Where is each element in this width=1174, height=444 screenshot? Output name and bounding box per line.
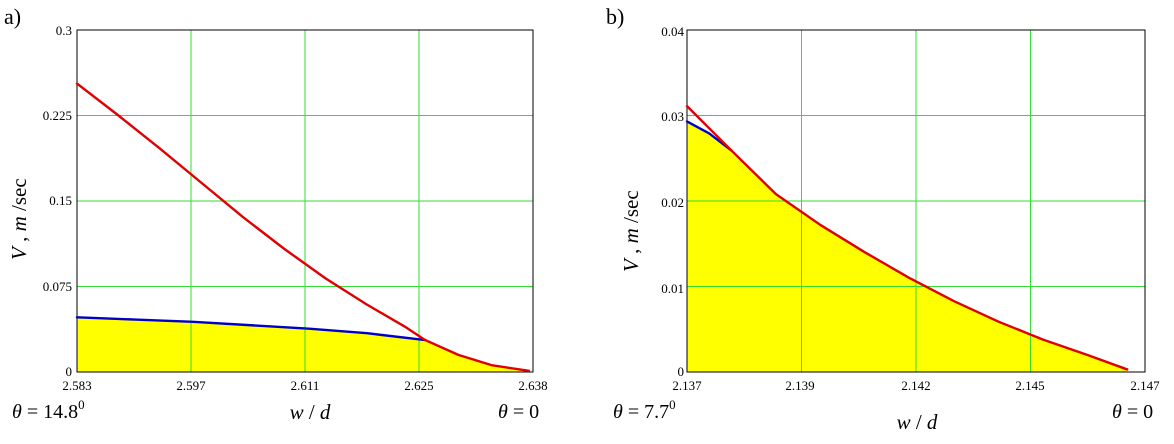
y-tick-label: 0.15 xyxy=(49,193,72,208)
panel-b: b) 0 0.01 0.02 0.03 0.04 2.137 2.139 2.1… xyxy=(606,4,1160,434)
theta-degree: 0 xyxy=(78,397,85,412)
theta-symbol: θ xyxy=(613,401,623,423)
theta-value: = 0 xyxy=(1122,401,1153,423)
x-tick-label: 2.139 xyxy=(785,378,814,393)
y-tick-labels-b: 0 0.01 0.02 0.03 0.04 xyxy=(661,24,684,379)
series-line-blue xyxy=(685,120,733,152)
theta-right-annotation-a: θ = 0 xyxy=(498,401,539,423)
panel-a: a) 0 0.075 0.15 0.225 0.3 2.583 2.597 2.… xyxy=(4,4,548,424)
theta-left-annotation-b: θ = 7.70 xyxy=(613,397,676,423)
plot-area-b xyxy=(685,29,1146,373)
x-label-sep: / xyxy=(304,400,320,424)
y-tick-label: 0 xyxy=(678,364,685,379)
y-tick-label: 0 xyxy=(66,364,73,379)
theta-symbol: θ xyxy=(498,401,508,423)
theta-symbol: θ xyxy=(1112,401,1122,423)
y-tick-label: 0.04 xyxy=(661,24,684,39)
theta-right-annotation-b: θ = 0 xyxy=(1112,401,1153,423)
x-tick-label: 2.625 xyxy=(404,378,433,393)
x-tick-label: 2.583 xyxy=(62,378,91,393)
series-line-red xyxy=(75,82,531,373)
x-tick-label: 2.142 xyxy=(901,378,930,393)
x-tick-label: 2.147 xyxy=(1130,378,1160,393)
x-tick-label: 2.638 xyxy=(518,378,547,393)
y-tick-label: 0.01 xyxy=(661,281,684,296)
series-line-red xyxy=(685,104,1129,371)
y-label-sep: , xyxy=(619,243,643,259)
y-label-unit: /sec xyxy=(7,178,31,216)
x-label-sep: / xyxy=(911,410,927,434)
y-tick-label: 0.03 xyxy=(661,109,684,124)
y-tick-label: 0.225 xyxy=(43,108,72,123)
x-tick-labels-b: 2.137 2.139 2.142 2.145 2.147 xyxy=(672,378,1160,393)
y-tick-label: 0.02 xyxy=(661,195,684,210)
x-label-var: w xyxy=(290,400,304,424)
theta-value: = 7.7 xyxy=(623,401,669,423)
y-label-var: V xyxy=(7,245,31,260)
plot-frame xyxy=(76,29,534,373)
x-label-var2: d xyxy=(320,400,331,424)
series-line-blue xyxy=(75,316,427,342)
y-tick-label: 0.3 xyxy=(56,23,72,38)
panel-label-b: b) xyxy=(606,4,624,29)
y-label-unit-var: m xyxy=(619,228,643,243)
plot-area-a xyxy=(75,29,534,373)
y-label-sep: , xyxy=(7,231,31,247)
x-label-var2: d xyxy=(927,410,938,434)
theta-left-annotation-a: θ = 14.80 xyxy=(12,397,85,423)
y-tick-labels-a: 0 0.075 0.15 0.225 0.3 xyxy=(43,23,72,379)
y-label-unit: /sec xyxy=(619,190,643,228)
panel-label-a: a) xyxy=(4,4,21,29)
theta-value: = 0 xyxy=(508,401,539,423)
theta-degree: 0 xyxy=(669,397,676,412)
filled-region xyxy=(77,317,529,372)
y-tick-label: 0.075 xyxy=(43,279,72,294)
y-label-unit-var: m xyxy=(7,216,31,231)
plot-frame xyxy=(686,29,1146,373)
theta-value: = 14.8 xyxy=(22,401,78,423)
x-label-var: w xyxy=(897,410,911,434)
y-axis-label-a: V , m /sec xyxy=(7,178,31,260)
x-axis-label-a: w / d xyxy=(290,400,331,424)
x-axis-label-b: w / d xyxy=(897,410,938,434)
theta-symbol: θ xyxy=(12,401,22,423)
x-tick-label: 2.137 xyxy=(672,378,702,393)
y-label-var: V xyxy=(619,257,643,272)
x-tick-label: 2.145 xyxy=(1015,378,1044,393)
x-tick-labels-a: 2.583 2.597 2.611 2.625 2.638 xyxy=(62,378,547,393)
y-axis-label-b: V , m /sec xyxy=(619,190,643,272)
x-tick-label: 2.611 xyxy=(291,378,320,393)
filled-region xyxy=(687,121,1128,372)
x-tick-label: 2.597 xyxy=(176,378,206,393)
